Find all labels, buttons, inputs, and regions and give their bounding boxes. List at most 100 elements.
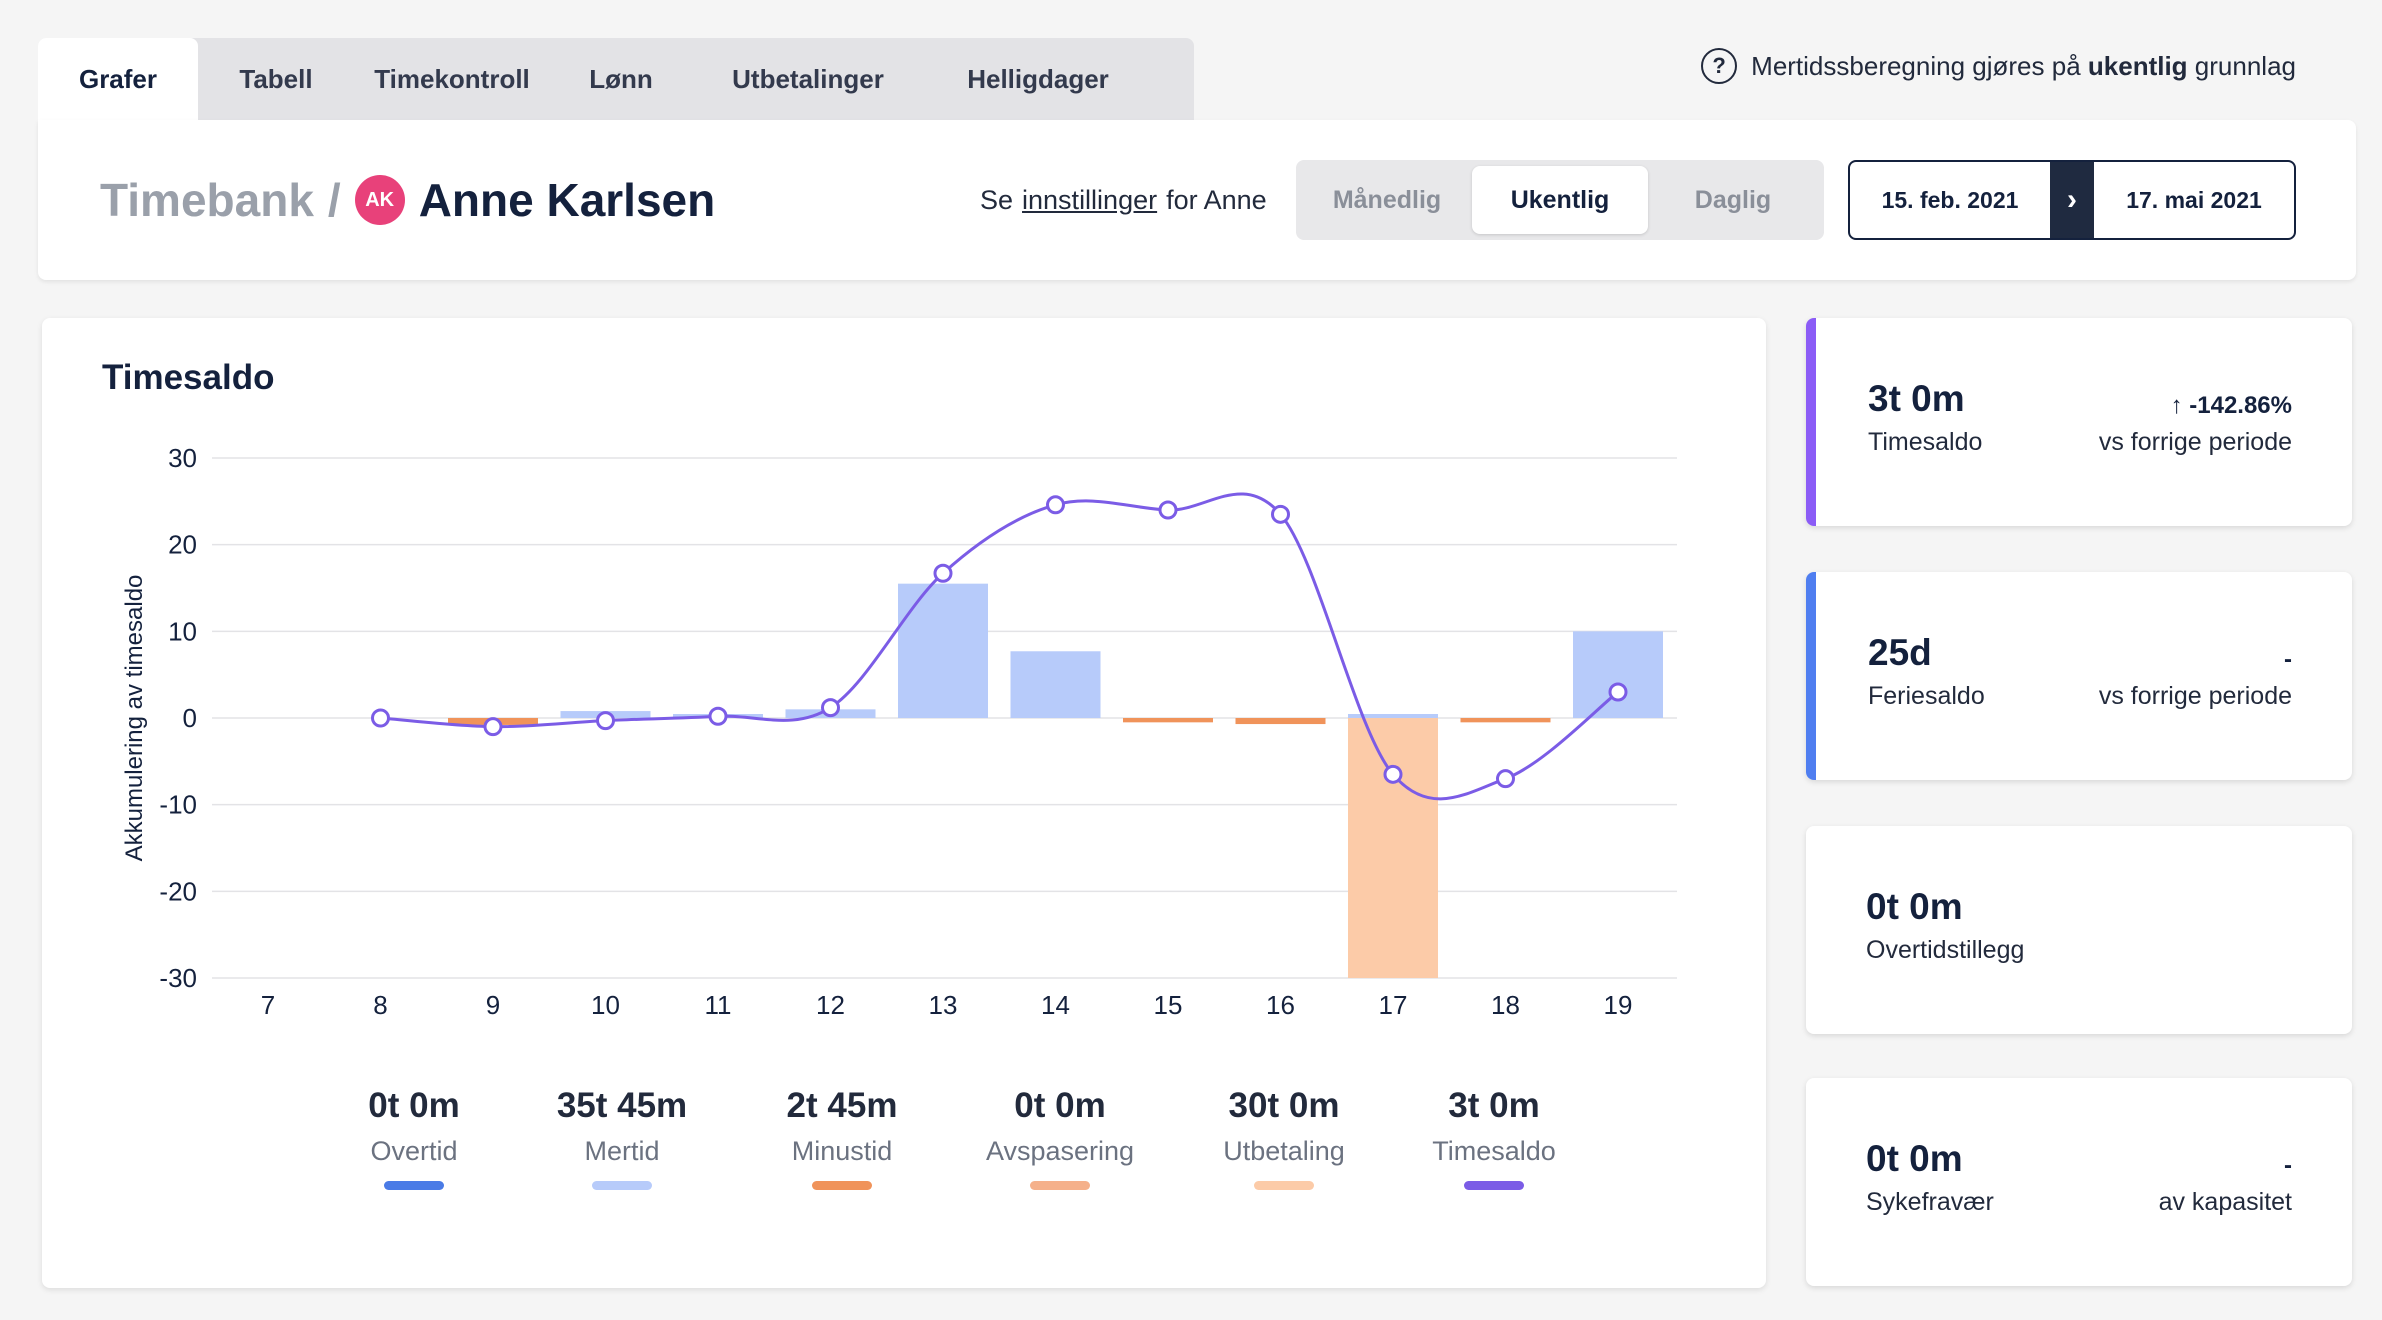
page-header: Timebank / AK Anne Karlsen Se innstillin… [38,120,2356,280]
timesaldo-point [821,698,840,718]
breadcrumb-root[interactable]: Timebank [100,174,314,226]
period-monthly[interactable]: Månedlig [1332,185,1442,214]
x-tick-label: 8 [373,990,387,1020]
x-tick-label: 16 [1266,990,1295,1020]
bar-minustid [1235,718,1326,725]
tab-timekontroll[interactable]: Timekontroll [374,63,530,94]
legend-label: Mertid [584,1136,660,1166]
calculation-note: ? Mertidssberegning gjøres på ukentlig g… [1701,48,2296,84]
y-tick-label: 10 [168,616,197,646]
legend-item-utbetaling: 30t 0m Utbetaling [1174,1086,1394,1190]
tab-grafer[interactable]: Grafer [38,38,198,120]
note-text: Mertidssberegning gjøres på ukentlig gru… [1751,51,2296,82]
end-date[interactable]: 17. mai 2021 [2126,186,2262,213]
chevron-right-icon[interactable]: › [2050,162,2094,238]
stat-label: Feriesaldo [1868,682,1985,710]
chart-title: Timesaldo [102,358,275,397]
legend-swatch [1254,1181,1314,1190]
tab-tabell[interactable]: Tabell [239,63,313,94]
settings-link[interactable]: innstillinger [1022,184,1158,215]
timesaldo-point [596,711,615,731]
y-tick-label: 0 [183,703,197,733]
timesaldo-point [483,717,503,737]
stat-value: 0t 0m [1866,886,1963,927]
tab-lonn[interactable]: Lønn [589,63,653,94]
arrow-up-icon: ↑ [2170,392,2183,419]
legend-item-overtid: 0t 0m Overtid [304,1086,524,1190]
stat-value: 3t 0m [1868,378,1965,419]
stat-value: 25d [1868,632,1932,673]
settings-suffix: for Anne [1166,184,1267,215]
stat-sub: vs forrige periode [2098,428,2292,456]
x-tick-label: 17 [1379,990,1408,1020]
tab-utbetalinger[interactable]: Utbetalinger [732,63,884,94]
start-date[interactable]: 15. feb. 2021 [1881,186,2019,213]
legend-value: 2t 45m [786,1086,898,1125]
y-axis-title: Akkumulering av timesaldo [121,575,148,862]
legend-swatch [1030,1181,1090,1190]
x-tick-label: 10 [591,990,620,1020]
stat-card-feriesaldo: 25d Feriesaldo - vs forrige periode [1806,572,2352,780]
stat-card-overtidstillegg: 0t 0m Overtidstillegg [1806,826,2352,1034]
period-weekly[interactable]: Ukentlig [1472,166,1648,234]
legend-label: Overtid [370,1136,458,1166]
period-daily[interactable]: Daglig [1694,185,1772,214]
legend-swatch [1464,1181,1524,1190]
stat-card-sykefravaer: 0t 0m Sykefravær - av kapasitet [1806,1078,2352,1286]
legend-item-mertid: 35t 45m Mertid [512,1086,732,1190]
legend-item-minustid: 2t 45m Minustid [732,1086,952,1190]
chart-legend: 0t 0m Overtid 35t 45m Mertid 2t 45m Minu… [304,1086,1584,1216]
legend-item-avspasering: 0t 0m Avspasering [950,1086,1170,1190]
legend-label: Utbetaling [1223,1136,1345,1166]
x-tick-label: 11 [705,990,732,1020]
x-tick-label: 7 [261,990,275,1020]
stat-value: 0t 0m [1866,1138,1963,1179]
breadcrumb: Timebank / AK Anne Karlsen [100,120,715,280]
timesaldo-point [1496,769,1515,789]
accent-bar [1806,572,1816,780]
timesaldo-point [933,563,953,583]
settings-line: Se innstillinger for Anne [980,120,1267,280]
timesaldo-point [1158,500,1178,520]
breadcrumb-separator: / [327,174,341,226]
tab-helligdager[interactable]: Helligdager [967,63,1109,94]
legend-value: 0t 0m [368,1086,460,1125]
date-range-picker: 15. feb. 2021 › 17. mai 2021 [1848,160,2296,240]
x-tick-label: 12 [816,990,845,1020]
legend-label: Avspasering [985,1136,1135,1166]
x-tick-label: 13 [929,990,958,1020]
note-suffix: grunnlag [2194,50,2296,81]
stat-sub: av kapasitet [2158,1188,2292,1216]
x-tick-label: 9 [486,990,500,1020]
stat-change-value: - [2284,646,2292,673]
note-prefix: Mertidssberegning gjøres på [1751,50,2081,81]
stat-change: ↑ -142.86% [2171,392,2292,420]
bar-minustid [1123,718,1213,723]
stat-sub: vs forrige periode [2098,682,2292,710]
note-bold: ukentlig [2087,50,2188,81]
help-icon[interactable]: ? [1701,48,1738,84]
legend-value: 30t 0m [1228,1086,1340,1125]
stat-label: Timesaldo [1868,428,1983,456]
settings-prefix: Se [980,184,1014,215]
legend-label: Timesaldo [1432,1136,1556,1166]
bar-utbetaling [1348,718,1438,978]
avatar: AK [354,175,405,225]
bar-mertid [898,583,988,718]
period-toggle: Månedlig Ukentlig Daglig [1296,160,1824,240]
legend-value: 0t 0m [1014,1086,1106,1125]
y-tick-label: -30 [159,963,197,993]
y-tick-label: 20 [168,530,197,560]
legend-swatch [812,1181,872,1190]
legend-value: 3t 0m [1448,1086,1540,1125]
timesaldo-chart: 30 20 10 0 -10 -20 -30 Akkumulering av timesald… [121,443,1677,1020]
legend-swatch [384,1181,444,1190]
y-tick-label: -20 [159,876,197,906]
stat-card-timesaldo: 3t 0m Timesaldo ↑ -142.86% vs forrige pe… [1806,318,2352,526]
x-tick-label: 14 [1041,990,1070,1020]
timesaldo-point [1608,682,1628,702]
stat-label: Sykefravær [1866,1188,1994,1216]
stat-change-value: - [2284,1152,2292,1179]
accent-bar [1806,318,1816,526]
timesaldo-point [1383,764,1403,784]
